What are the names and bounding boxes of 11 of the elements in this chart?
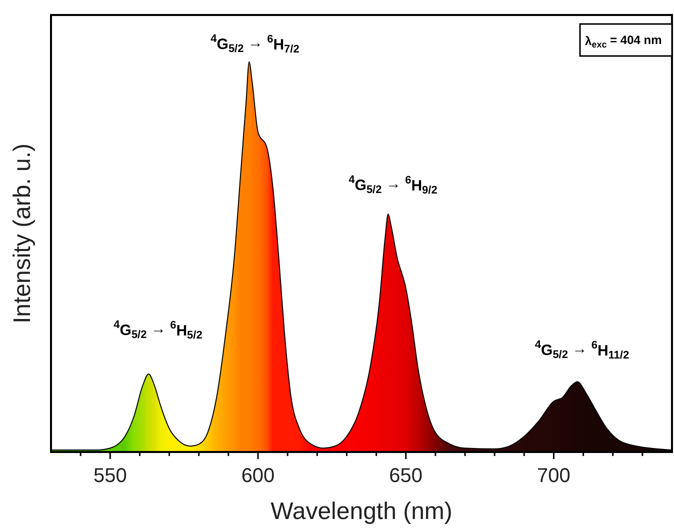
- text: λ$_{exc}$ = 404 nm: [585, 33, 662, 50]
- annotation: $^{4}$G$_{5/2}$ → $^{6}$H$_{5/2}$: [114, 319, 202, 342]
- annotation: $^{4}$G$_{5/2}$ → $^{6}$H$_{11/2}$: [534, 339, 630, 362]
- x-tick-label: 700: [537, 465, 570, 487]
- text: $^{4}$G$_{5/2}$ → $^{6}$H$_{7/2}$: [210, 33, 300, 56]
- x-tick-label: 600: [241, 465, 275, 487]
- y-axis-title: Intensity (arb. u.): [9, 143, 36, 324]
- annotation: $^{4}$G$_{5/2}$ → $^{6}$H$_{9/2}$: [348, 174, 438, 197]
- x-tick-label: 650: [389, 465, 423, 487]
- x-axis-title: Wavelength (nm): [270, 498, 452, 525]
- x-tick-label: 550: [93, 465, 127, 487]
